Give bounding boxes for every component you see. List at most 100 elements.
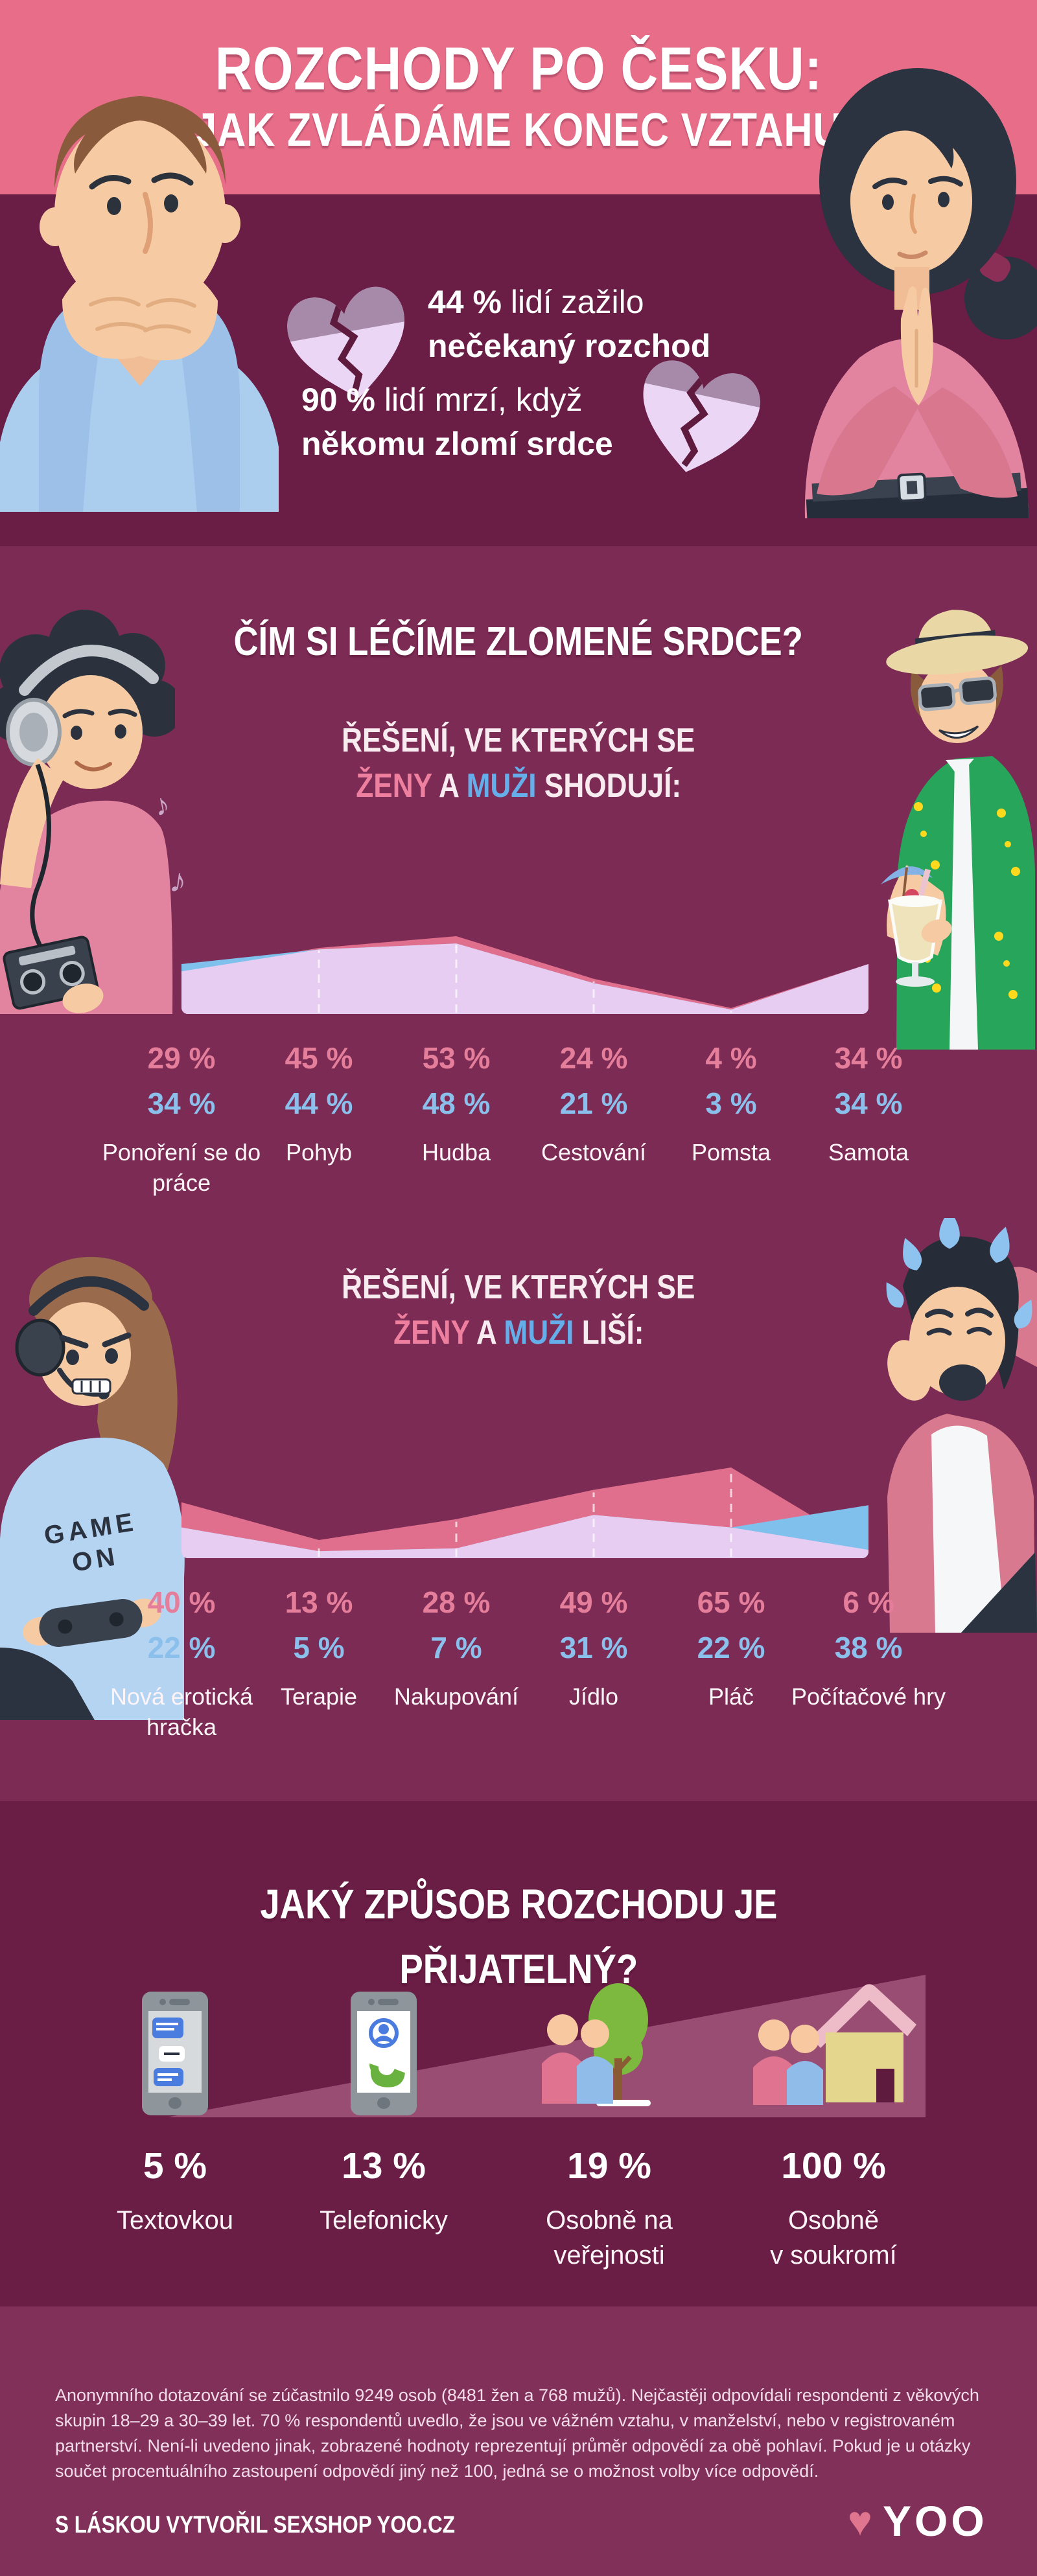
stat-heartbreak-regret: 90 % lidí mrzí, když někomu zlomí srdce xyxy=(301,378,613,466)
men-value: 31 % xyxy=(559,1631,628,1664)
footer-background xyxy=(0,2306,1037,2576)
breakup-method-column: 5 % Textovkou xyxy=(71,2145,279,2238)
men-value: 38 % xyxy=(834,1631,903,1664)
page-title-line1: ROZCHODY PO ČESKU: xyxy=(215,34,822,102)
method-label: Textovkou xyxy=(116,2206,234,2235)
women-word: ŽENY xyxy=(356,767,432,805)
chart-column: 28 % 7 % Nakupování xyxy=(388,1585,525,1743)
breakup-method-column: 13 % Telefonicky xyxy=(280,2145,487,2238)
method-label: Telefonicky xyxy=(320,2206,448,2235)
women-word: ŽENY xyxy=(393,1314,469,1351)
chart-column: 49 % 31 % Jídlo xyxy=(525,1585,662,1743)
men-value: 44 % xyxy=(285,1087,353,1120)
people-house-icon xyxy=(753,1984,916,2105)
category-label: Ponoření se do práce xyxy=(102,1139,261,1196)
cocktail-man-illustration xyxy=(881,610,1035,1050)
men-value: 22 % xyxy=(697,1631,765,1664)
yoo-logo: ♥ YOO xyxy=(848,2500,988,2542)
differ-subtitle-tail: LIŠÍ: xyxy=(574,1314,644,1351)
method-value: 19 % xyxy=(567,2145,651,2187)
category-label: Jídlo xyxy=(568,1683,619,1710)
differ-subtitle: ŘEŠENÍ, VE KTERÝCH SE ŽENY A MUŽI LIŠÍ: xyxy=(0,1265,1037,1355)
category-label: Samota xyxy=(828,1139,909,1166)
method-value: 13 % xyxy=(342,2145,426,2187)
agree-subtitle-line1: ŘEŠENÍ, VE KTERÝCH SE xyxy=(342,722,695,759)
praying-woman-illustration xyxy=(804,68,1037,518)
broken-heart-icon xyxy=(635,355,765,472)
men-value: 34 % xyxy=(147,1087,216,1120)
phone-sms-icon xyxy=(142,1992,208,2115)
women-value: 34 % xyxy=(834,1041,903,1075)
chart-column: 13 % 5 % Terapie xyxy=(250,1585,388,1743)
category-label: Hudba xyxy=(421,1139,491,1166)
women-value: 28 % xyxy=(422,1585,491,1619)
music-woman-illustration xyxy=(0,610,175,1014)
stat-unexpected-breakup: 44 % lidí zažilo nečekaný rozchod xyxy=(428,280,710,368)
remedies-heading-text: ČÍM SI LÉČÍME ZLOMENÉ SRDCE? xyxy=(233,619,804,664)
and-word: A xyxy=(432,767,467,805)
breakup-method-column: 100 % Osobně v soukromí xyxy=(730,2145,937,2273)
category-label: Počítačové hry xyxy=(791,1683,946,1710)
men-value: 7 % xyxy=(430,1631,482,1664)
breakup-heading-line2: PŘIJATELNÝ? xyxy=(399,1946,638,1992)
stat-text: lidí zažilo xyxy=(501,284,644,320)
women-value: 24 % xyxy=(559,1041,628,1075)
category-label: Terapie xyxy=(280,1683,358,1710)
chart-column: 53 % 48 % Hudba xyxy=(388,1041,525,1199)
women-value: 4 % xyxy=(705,1041,757,1075)
men-value: 48 % xyxy=(422,1087,491,1120)
and-word: A xyxy=(469,1314,504,1351)
men-word: MUŽI xyxy=(466,767,537,805)
stat-bold-line: někomu zlomí srdce xyxy=(301,426,613,462)
differ-chart-values: 40 % 22 % Nová erotická hračka 13 % 5 % Terap… xyxy=(110,1585,946,1743)
women-value: 13 % xyxy=(285,1585,353,1619)
chart-column: 4 % 3 % Pomsta xyxy=(662,1041,800,1199)
men-value: 21 % xyxy=(559,1087,628,1120)
category-label: Cestování xyxy=(541,1139,647,1166)
agree-subtitle-tail: SHODUJÍ: xyxy=(536,767,681,805)
breakup-heading: JAKÝ ZPŮSOB ROZCHODU JE PŘIJATELNÝ? xyxy=(0,1878,1037,2007)
women-value: 29 % xyxy=(147,1041,216,1075)
men-value: 34 % xyxy=(834,1087,903,1120)
overlap-area xyxy=(181,1515,868,1558)
stat-value: 90 % xyxy=(301,382,375,418)
category-label: Pláč xyxy=(708,1683,754,1710)
method-label: Osobně v soukromí xyxy=(770,2206,897,2270)
stat-text: lidí mrzí, když xyxy=(375,382,583,418)
category-label: Pomsta xyxy=(691,1139,771,1166)
worried-man-illustration xyxy=(0,96,279,512)
men-word: MUŽI xyxy=(504,1314,574,1351)
method-value: 5 % xyxy=(143,2145,207,2187)
chart-column: 29 % 34 % Ponoření se do práce xyxy=(102,1041,261,1199)
page-title-line2: JAK ZVLÁDÁME KONEC VZTAHU xyxy=(194,104,843,156)
crying-man-illustration xyxy=(886,1218,1037,1633)
agree-area-chart xyxy=(181,936,868,1014)
people-tree-icon xyxy=(542,1983,651,2106)
survey-methodology-note: Anonymního dotazování se zúčastnilo 9249… xyxy=(55,2386,979,2481)
breakup-method-column: 19 % Osobně na veřejnosti xyxy=(506,2145,713,2273)
men-value: 5 % xyxy=(293,1631,345,1664)
chart-column: 6 % 38 % Počítačové hry xyxy=(791,1585,946,1743)
women-value: 65 % xyxy=(697,1585,765,1619)
agree-chart-values: 29 % 34 % Ponoření se do práce 45 % 44 % Pohy… xyxy=(102,1041,937,1199)
yoo-logo-text: YOO xyxy=(883,2497,988,2545)
method-value: 100 % xyxy=(781,2145,886,2187)
women-value: 49 % xyxy=(559,1585,628,1619)
women-value: 6 % xyxy=(843,1585,894,1619)
stat-bold-line: nečekaný rozchod xyxy=(428,328,711,364)
stat-value: 44 % xyxy=(428,284,502,320)
credit-line: S LÁSKOU VYTVOŘIL SEXSHOP YOO.CZ xyxy=(55,2511,526,2538)
category-label: Nakupování xyxy=(393,1683,519,1710)
heart-icon: ♥ xyxy=(848,2498,872,2544)
page-title: ROZCHODY PO ČESKU: JAK ZVLÁDÁME KONEC VZ… xyxy=(0,34,1037,157)
broken-heart-icon xyxy=(282,282,415,398)
phone-call-icon xyxy=(351,1992,417,2115)
breakup-heading-line1: JAKÝ ZPŮSOB ROZCHODU JE xyxy=(260,1881,777,1927)
differ-subtitle-line1: ŘEŠENÍ, VE KTERÝCH SE xyxy=(342,1269,695,1306)
overlap-area xyxy=(181,943,868,1014)
differ-area-chart xyxy=(181,1467,868,1558)
credit-text: S LÁSKOU VYTVOŘIL SEXSHOP YOO.CZ xyxy=(55,2511,455,2538)
women-value: 45 % xyxy=(285,1041,353,1075)
chart-column: 24 % 21 % Cestování xyxy=(525,1041,662,1199)
remedies-heading: ČÍM SI LÉČÍME ZLOMENÉ SRDCE? xyxy=(0,619,1037,665)
